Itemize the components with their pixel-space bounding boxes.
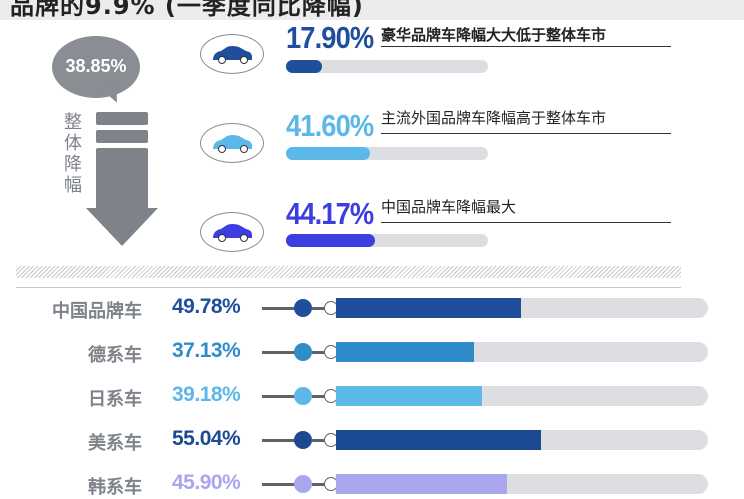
highlight-text: 豪华品牌车降幅大大低于整体车市 [381,26,607,44]
connector-line [312,307,326,310]
bar-track [336,298,708,318]
label-char: 幅 [64,175,82,196]
highlight-value: 44.17% [286,196,374,231]
bar-dot-marker [294,343,312,361]
connector-line [312,351,326,354]
bar-category-label: 韩系车 [88,477,142,498]
total-decline-label: 整 体 降 幅 [62,112,84,196]
title-strip: 品牌的9.9% (一季度同比降幅) [0,0,744,20]
car-icon-oval [200,34,264,74]
highlight-text: 中国品牌车降幅最大 [381,198,517,216]
highlight-text: 主流外国品牌车降幅高于整体车市 [381,109,607,127]
page-title: 品牌的9.9% (一季度同比降幅) [10,0,364,20]
connector-line [262,395,304,398]
bar [336,430,541,450]
bar-category-label: 德系车 [88,345,142,366]
bar-dot-marker [294,387,312,405]
highlight-value: 41.60% [286,108,374,143]
down-arrow-icon [86,208,158,246]
connector-line [262,483,304,486]
arrow-shaft [96,148,148,210]
hatched-divider [16,266,681,278]
bar-value-label: 45.90% [172,471,241,494]
connector-line [312,395,326,398]
bar-track [336,386,708,406]
bar-category-label: 中国品牌车 [52,301,142,322]
highlight-track [286,147,488,160]
bar [336,342,475,362]
bar-dot-marker [294,475,312,493]
connector-line [262,307,304,310]
underline [381,133,671,134]
car-icon-oval [200,212,264,252]
highlight-fill [286,147,371,160]
connector-line [312,483,326,486]
car-icon [213,224,252,242]
bar-value-label: 49.78% [172,295,241,318]
total-decline-value: 38.85% [65,56,127,76]
highlight-fill [286,234,376,247]
bar [336,298,522,318]
highlight-track [286,234,488,247]
bar [336,474,507,494]
total-decline-bubble [52,36,140,98]
bar-value-label: 39.18% [172,383,241,406]
label-char: 降 [64,154,82,175]
car-icon-oval [200,123,264,163]
label-char: 体 [64,133,82,154]
bar-category-label: 日系车 [88,389,142,410]
highlight-fill [286,60,323,73]
label-char: 整 [64,112,82,133]
connector-line [262,351,304,354]
highlight-track [286,60,488,73]
bar-value-label: 37.13% [172,339,241,362]
underline [381,222,671,223]
arrow-segment [96,112,148,125]
highlight-value: 17.90% [286,20,374,55]
bar-track [336,342,708,362]
connector-line [262,439,304,442]
car-icon [213,46,252,64]
connector-line [312,439,326,442]
bar-dot-marker [294,431,312,449]
bar [336,386,482,406]
arrow-segment [96,130,148,143]
bar-value-label: 55.04% [172,427,241,450]
bar-category-label: 美系车 [88,433,142,454]
car-icon [213,135,252,153]
bar-track [336,430,708,450]
bar-dot-marker [294,299,312,317]
underline [381,46,671,47]
separator-line [16,287,681,288]
bar-track [336,474,708,494]
